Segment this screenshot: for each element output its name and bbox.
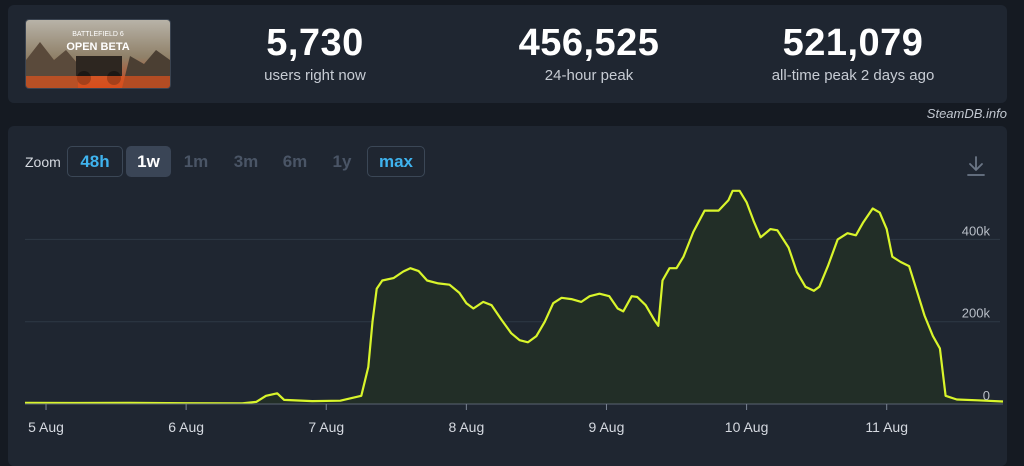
zoom-1m-button[interactable]: 1m: [183, 151, 209, 171]
x-tick-label: 7 Aug: [308, 419, 344, 435]
x-tick-label: 10 Aug: [725, 419, 769, 435]
cover-title: BATTLEFIELD 6: [72, 31, 124, 38]
zoom-3m-button[interactable]: 3m: [233, 151, 259, 171]
x-tick-label: 11 Aug: [865, 419, 908, 435]
zoom-label: Zoom: [25, 154, 61, 170]
x-tick-label: 5 Aug: [28, 419, 64, 435]
stat-value: 456,525: [518, 22, 660, 64]
zoom-1w-button[interactable]: 1w: [126, 146, 171, 177]
game-cover-art: BATTLEFIELD 6 OPEN BETA: [26, 20, 170, 88]
zoom-6m-button[interactable]: 6m: [282, 151, 308, 171]
download-icon[interactable]: [965, 154, 987, 178]
stat-24h-peak: 456,525 24-hour peak: [479, 23, 699, 84]
y-tick-label: 0: [983, 388, 990, 403]
x-tick-label: 9 Aug: [589, 419, 625, 435]
zoom-1y-button[interactable]: 1y: [332, 151, 352, 171]
stat-current-players: 5,730 users right now: [205, 23, 425, 84]
y-tick-label: 400k: [962, 223, 991, 238]
stat-all-time-peak: 521,079 all-time peak 2 days ago: [743, 23, 963, 84]
stat-value: 521,079: [782, 22, 924, 64]
player-area-fill: [25, 190, 1003, 404]
y-tick-label: 200k: [962, 306, 991, 321]
x-tick-label: 6 Aug: [168, 419, 204, 435]
player-count-line: [24, 189, 1004, 405]
y-axis-ticks: 0 200k 400k: [962, 223, 991, 403]
x-tick-label: 8 Aug: [448, 419, 484, 435]
stat-label: users right now: [264, 67, 366, 84]
cover-subtitle: OPEN BETA: [66, 41, 129, 53]
steamdb-credit-link[interactable]: SteamDB.info: [926, 106, 1007, 121]
x-axis-ticks: 5 Aug 6 Aug 7 Aug 8 Aug 9 Aug 10 Aug 11 Aug: [28, 404, 908, 435]
zoom-48h-button[interactable]: 48h: [67, 146, 123, 177]
stat-label: all-time peak 2 days ago: [771, 67, 935, 84]
zoom-max-button[interactable]: max: [367, 146, 425, 177]
stat-value: 5,730: [266, 22, 364, 64]
stats-header: BATTLEFIELD 6 OPEN BETA 5,730 users righ…: [8, 5, 1007, 103]
stat-label: 24-hour peak: [544, 67, 634, 84]
game-cover-image[interactable]: BATTLEFIELD 6 OPEN BETA: [25, 19, 171, 89]
